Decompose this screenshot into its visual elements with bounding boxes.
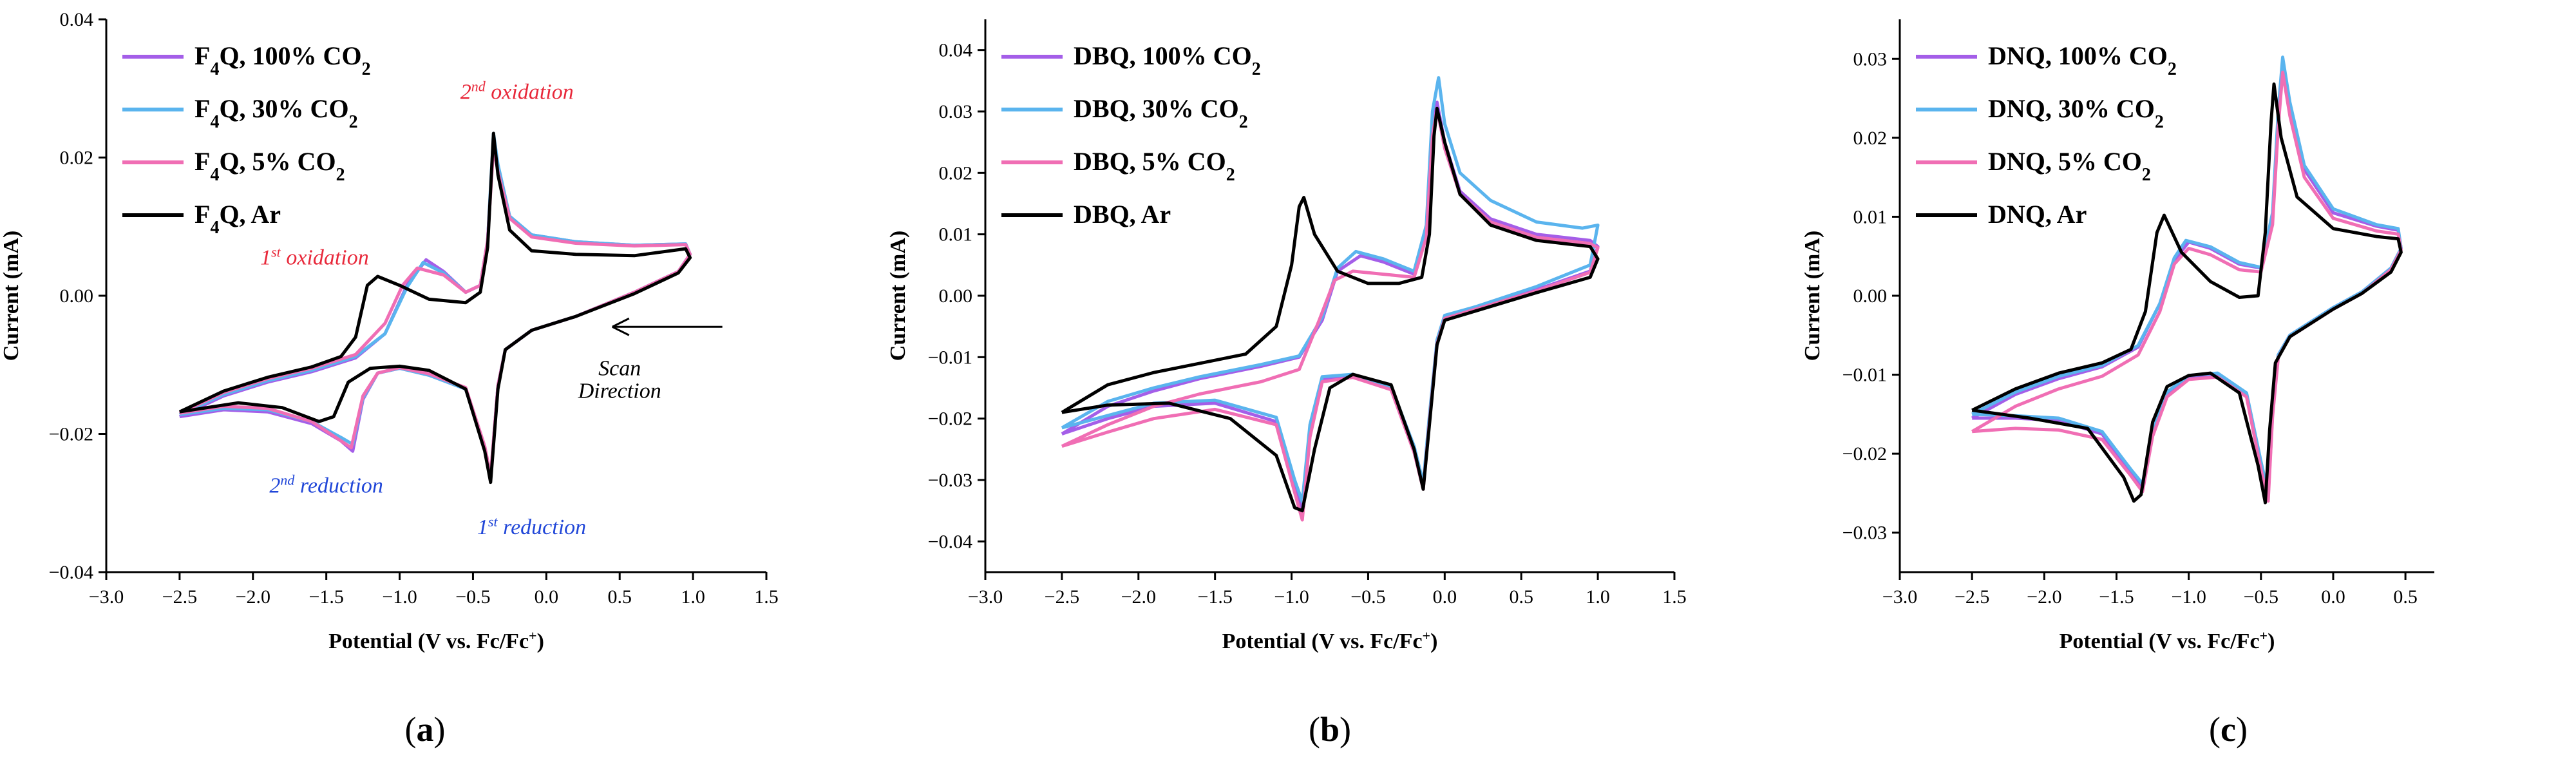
chart-panel-c: −3.0 −2.5 −2.0 −1.5 −1.0 −0.5 0.0 0.5 −0.03 −0.02… (1801, 19, 2434, 653)
x-tick-label-a: 0.5 (607, 586, 632, 608)
y-tick-label-c: 0.00 (1853, 285, 1888, 307)
x-tick-label-b: −2.0 (1121, 586, 1156, 608)
y-tick-label-c: 0.03 (1853, 48, 1888, 70)
panel-caption-c: (c) (2209, 710, 2248, 749)
x-tick-label-c: −1.0 (2171, 586, 2206, 608)
x-tick-label-a: −3.0 (89, 586, 124, 608)
x-tick-label-b: −2.5 (1045, 586, 1079, 608)
y-tick-label-c: −0.01 (1842, 365, 1887, 386)
series-line-a-2 (178, 145, 692, 477)
x-tick-label-c: −2.5 (1955, 586, 1989, 608)
x-tick-label-a: 0.0 (535, 586, 559, 608)
legend-item-a-3: F4Q, Ar (194, 200, 281, 238)
x-tick-label-a: −0.5 (455, 586, 490, 608)
panel-caption-a: (a) (405, 710, 446, 749)
y-tick-label-b: −0.01 (928, 347, 972, 368)
y-tick-label-c: 0.01 (1853, 206, 1888, 227)
x-tick-label-c: −0.5 (2244, 586, 2278, 608)
y-axis-title-b: Current (mA) (886, 231, 910, 361)
y-tick-label-a: −0.02 (49, 424, 93, 445)
x-tick-label-b: 1.5 (1662, 586, 1687, 608)
ann-a-5: Scan (598, 356, 641, 380)
x-tick-label-b: −3.0 (968, 586, 1003, 608)
chart-panel-a: −3.0 −2.5 −2.0 −1.5 −1.0 −0.5 0.0 0.5 1.0 1.5 −0.0… (0, 9, 779, 653)
y-tick-label-a: 0.04 (60, 9, 94, 30)
legend-item-a-1: F4Q, 30% CO2 (194, 94, 358, 132)
legend-item-b-0: DBQ, 100% CO2 (1074, 41, 1261, 79)
series-line-b-3 (1061, 106, 1600, 513)
x-tick-label-a: −1.5 (308, 586, 343, 608)
y-tick-label-b: −0.04 (928, 531, 972, 552)
ann-a-4: 1st reduction (477, 514, 586, 540)
x-tick-label-b: −0.5 (1350, 586, 1385, 608)
ann-a-6: Direction (578, 379, 661, 403)
x-tick-label-b: −1.5 (1197, 586, 1232, 608)
y-tick-label-c: −0.03 (1842, 523, 1887, 544)
y-tick-label-a: −0.04 (49, 562, 93, 583)
legend-item-c-0: DNQ, 100% CO2 (1988, 41, 2177, 79)
series-line-c-0 (1971, 61, 2403, 499)
y-tick-label-b: 0.00 (939, 285, 973, 307)
legend-item-b-2: DBQ, 5% CO2 (1074, 147, 1235, 185)
x-axis-title-a: Potential (V vs. Fc/Fc+) (328, 628, 544, 654)
y-axis-title-a: Current (mA) (0, 231, 23, 361)
x-tick-label-a: 1.0 (681, 586, 705, 608)
ann-a-1: 2nd oxidation (460, 78, 574, 104)
legend-item-c-1: DNQ, 30% CO2 (1988, 94, 2164, 132)
y-tick-label-c: 0.02 (1853, 128, 1888, 149)
x-tick-label-b: 0.5 (1509, 586, 1533, 608)
y-tick-label-b: −0.02 (928, 408, 972, 430)
scan-direction-arrowhead-a (612, 317, 630, 336)
series-line-a-1 (178, 131, 692, 479)
chart-panel-b: −3.0 −2.5 −2.0 −1.5 −1.0 −0.5 0.0 0.5 1.0 1.5 −0.0… (886, 19, 1687, 653)
legend-item-a-2: F4Q, 5% CO2 (194, 147, 345, 185)
y-tick-label-b: −0.03 (928, 470, 972, 491)
x-tick-label-c: 0.5 (2393, 586, 2418, 608)
x-tick-label-a: −2.0 (236, 586, 270, 608)
y-tick-label-c: −0.02 (1842, 443, 1887, 465)
x-tick-label-a: 1.5 (754, 586, 779, 608)
x-tick-label-b: −1.0 (1274, 586, 1309, 608)
panel-caption-b: (b) (1309, 710, 1351, 749)
x-tick-label-b: 0.0 (1433, 586, 1457, 608)
legend-item-c-2: DNQ, 5% CO2 (1988, 147, 2151, 185)
legend-item-a-0: F4Q, 100% CO2 (194, 41, 371, 79)
x-tick-label-a: −2.5 (162, 586, 197, 608)
legend-item-b-3: DBQ, Ar (1074, 200, 1171, 229)
y-tick-label-a: 0.00 (60, 285, 94, 307)
ann-a-2: 1st oxidation (260, 244, 369, 270)
x-tick-label-c: −3.0 (1882, 586, 1917, 608)
x-tick-label-c: −2.0 (2027, 586, 2061, 608)
y-tick-label-a: 0.02 (60, 148, 94, 169)
series-line-c-3 (1971, 82, 2403, 504)
legend-item-b-1: DBQ, 30% CO2 (1074, 94, 1248, 132)
series-line-a-3 (178, 131, 692, 485)
x-axis-title-c: Potential (V vs. Fc/Fc+) (2060, 628, 2275, 654)
x-axis-title-b: Potential (V vs. Fc/Fc+) (1222, 628, 1438, 654)
series-line-a-0 (178, 139, 692, 481)
y-axis-title-c: Current (mA) (1801, 231, 1824, 361)
y-tick-label-b: 0.02 (939, 162, 973, 184)
series-line-c-2 (1971, 70, 2403, 503)
y-tick-label-b: 0.03 (939, 101, 973, 122)
y-tick-label-b: 0.04 (939, 40, 973, 61)
legend-item-c-3: DNQ, Ar (1988, 200, 2087, 229)
x-tick-label-a: −1.0 (382, 586, 417, 608)
ann-a-3: 2nd reduction (269, 472, 383, 498)
x-tick-label-b: 1.0 (1586, 586, 1610, 608)
x-tick-label-c: −1.5 (2099, 586, 2134, 608)
x-tick-label-c: 0.0 (2321, 586, 2345, 608)
y-tick-label-b: 0.01 (939, 224, 973, 245)
